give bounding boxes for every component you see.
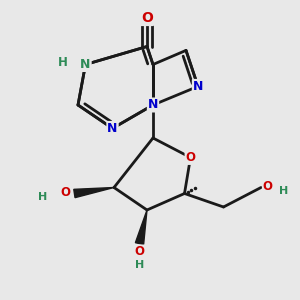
Text: O: O — [262, 179, 272, 193]
Text: N: N — [193, 80, 203, 93]
Text: H: H — [38, 191, 47, 202]
Polygon shape — [135, 210, 147, 244]
Text: N: N — [107, 122, 118, 135]
Text: H: H — [58, 56, 68, 70]
Text: N: N — [148, 98, 158, 112]
Polygon shape — [74, 188, 114, 198]
Text: O: O — [60, 185, 70, 199]
Text: O: O — [185, 151, 196, 164]
Text: O: O — [141, 11, 153, 25]
Text: O: O — [134, 245, 145, 258]
Text: N: N — [80, 58, 91, 71]
Text: H: H — [135, 260, 144, 270]
Text: H: H — [279, 185, 288, 196]
